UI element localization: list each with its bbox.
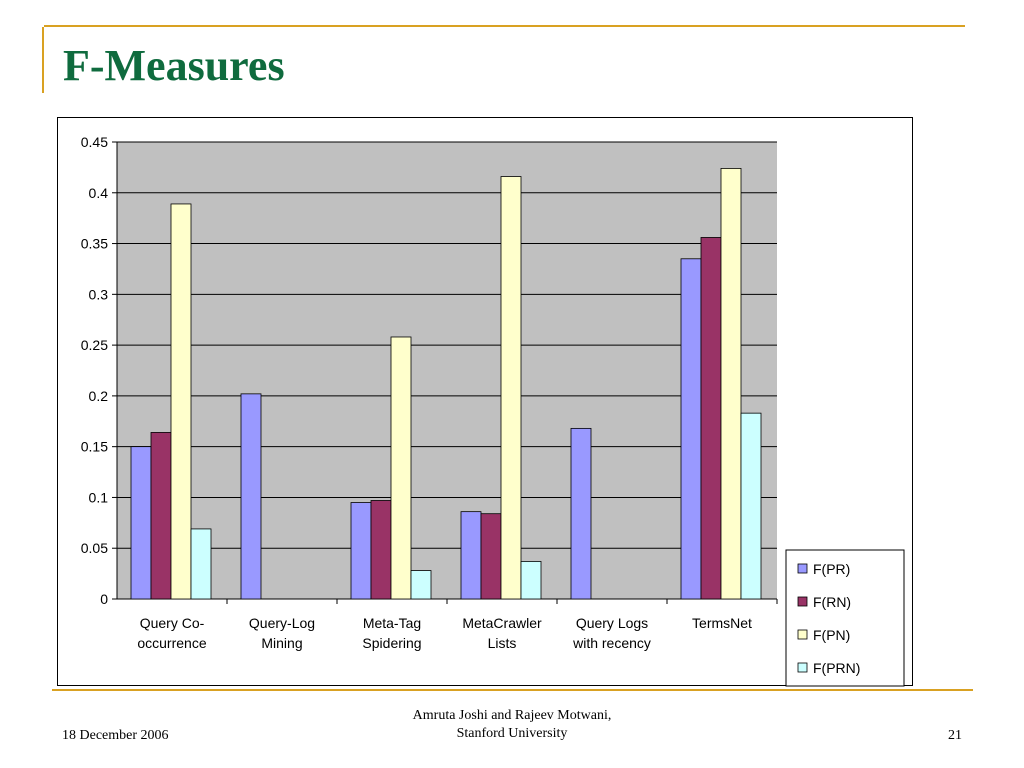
bar: [500, 176, 522, 600]
bar: [720, 168, 742, 600]
y-tick-label: 0.1: [89, 489, 109, 505]
bar: [130, 446, 152, 600]
bar: [390, 336, 412, 600]
bar: [520, 561, 542, 600]
legend-label: F(PRN): [813, 660, 860, 676]
plot-area: [117, 142, 777, 599]
x-tick-label: with recency: [572, 635, 651, 651]
legend-label: F(RN): [813, 594, 851, 610]
footer-author-line2: Stanford University: [456, 726, 568, 741]
y-tick-label: 0.05: [81, 540, 108, 556]
accent-vertical-line: [42, 27, 44, 93]
bar: [350, 502, 372, 600]
y-tick-label: 0.35: [81, 236, 108, 252]
bar: [740, 412, 762, 600]
footer-author: Amruta Joshi and Rajeev Motwani, Stanfor…: [380, 707, 644, 743]
bar: [240, 393, 262, 600]
footer-author-line1: Amruta Joshi and Rajeev Motwani,: [412, 708, 612, 723]
accent-bottom-line: [52, 689, 973, 691]
chart-frame: 0 0.05 0.1 0.15 0.2 0.25 0.3 0.35 0.4 0.45 Query C…: [57, 117, 913, 687]
y-tick-label: 0.25: [81, 337, 108, 353]
y-tick-label: 0: [100, 591, 108, 607]
bar: [680, 258, 702, 600]
legend-label: F(PN): [813, 627, 850, 643]
bar: [480, 513, 502, 600]
footer-date: 18 December 2006: [62, 728, 169, 743]
x-tick-label: Query Co-: [140, 615, 205, 631]
bar-chart: 0 0.05 0.1 0.15 0.2 0.25 0.3 0.35 0.4 0.45 Query C…: [81, 134, 905, 687]
accent-top-line: [44, 25, 965, 27]
bar: [190, 528, 212, 600]
legend-label: F(PR): [813, 561, 850, 577]
x-tick-label: Spidering: [362, 635, 421, 651]
x-tick-label: Mining: [261, 635, 302, 651]
x-tick-label: MetaCrawler: [462, 615, 542, 631]
x-tick-label: Meta-Tag: [363, 615, 421, 631]
y-tick-label: 0.45: [81, 134, 108, 150]
slide-title: F-Measures: [63, 41, 285, 90]
legend-swatch: [797, 563, 808, 574]
bar: [370, 500, 392, 600]
bar: [170, 203, 192, 600]
bar: [460, 511, 482, 600]
x-tick-label: occurrence: [137, 635, 206, 651]
y-tick-label: 0.4: [89, 185, 109, 201]
bar: [700, 237, 722, 600]
legend-swatch: [797, 596, 808, 607]
x-tick-label: Query-Log: [249, 615, 315, 631]
page-number: 21: [948, 728, 962, 743]
y-tick-label: 0.15: [81, 439, 108, 455]
bar: [150, 432, 172, 600]
x-tick-label: Query Logs: [576, 615, 648, 631]
bar: [410, 570, 432, 600]
x-tick-label: Lists: [488, 635, 517, 651]
x-tick-label: TermsNet: [692, 615, 752, 631]
legend-swatch: [797, 629, 808, 640]
y-tick-label: 0.3: [89, 286, 109, 302]
y-tick-label: 0.2: [89, 388, 109, 404]
bar: [570, 427, 592, 600]
legend-swatch: [797, 662, 808, 673]
